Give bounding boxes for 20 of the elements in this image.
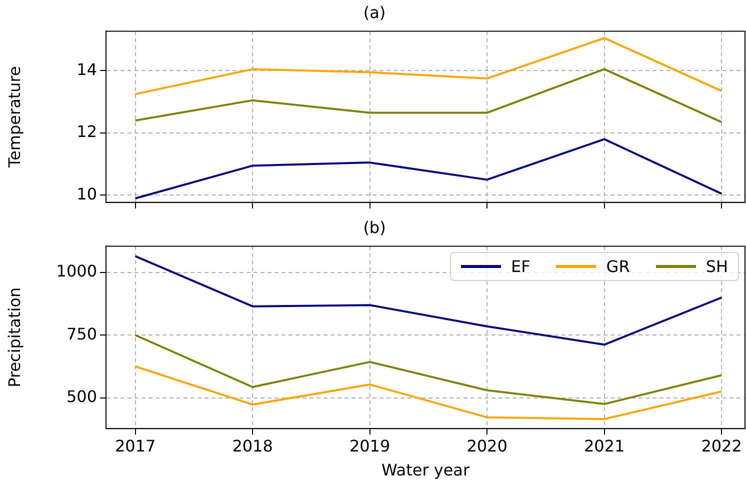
x-tick-label: 2018 <box>232 436 273 456</box>
x-axis-title: Water year <box>381 460 470 480</box>
y-tick-label: 10 <box>76 184 97 204</box>
y-tick-label: 1000 <box>56 262 97 281</box>
legend-label: EF <box>510 257 530 276</box>
y-tick-label: 750 <box>66 324 97 344</box>
chart-title: (b) <box>363 218 386 237</box>
y-axis-title: Precipitation <box>4 287 24 388</box>
y-tick-label: 500 <box>66 386 97 406</box>
x-tick-label: 2022 <box>701 436 742 456</box>
chart-title: (a) <box>363 2 386 22</box>
legend-label: SH <box>706 257 728 276</box>
x-tick-label: 2019 <box>349 436 390 456</box>
x-tick-label: 2021 <box>584 436 625 456</box>
legend-label: GR <box>606 257 630 276</box>
x-tick-label: 2020 <box>466 436 508 456</box>
y-axis-title: Temperature <box>4 66 24 168</box>
y-tick-label: 12 <box>76 122 97 142</box>
x-tick-label: 2017 <box>114 436 156 456</box>
y-tick-label: 14 <box>76 60 97 79</box>
